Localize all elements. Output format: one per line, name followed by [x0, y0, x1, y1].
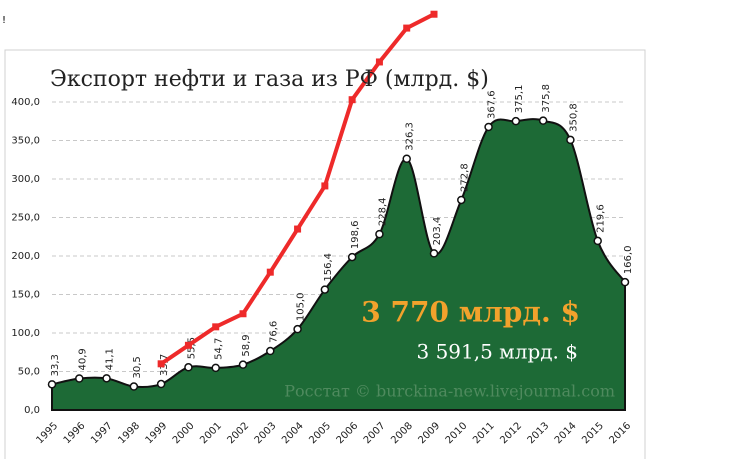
y-tick-label: 200,0 [11, 251, 40, 262]
point [102, 374, 111, 383]
data-label: 367,6 [487, 90, 498, 119]
chart-title: Экспорт нефти и газа из РФ (млрд. $) [50, 67, 489, 92]
point [402, 154, 411, 163]
point [375, 229, 384, 239]
point [293, 324, 302, 334]
data-label: 54,7 [214, 338, 225, 360]
corner-mark: ! [2, 15, 6, 26]
point [266, 346, 275, 356]
point [457, 195, 466, 205]
point [429, 249, 439, 258]
point [566, 135, 575, 145]
data-label: 375,8 [541, 84, 552, 113]
point [620, 277, 630, 287]
data-label: 375,1 [514, 85, 525, 114]
data-label: 166,0 [623, 246, 634, 275]
point [239, 310, 247, 318]
point [294, 225, 302, 233]
point [184, 363, 193, 372]
point [403, 24, 411, 32]
point [375, 58, 383, 66]
point [484, 122, 493, 132]
y-tick-label: 300,0 [11, 174, 40, 185]
point [593, 236, 602, 246]
point [511, 116, 521, 126]
data-label: 30,5 [132, 356, 143, 378]
data-label: 219,6 [596, 204, 607, 233]
point [156, 379, 166, 389]
data-label: 33,3 [50, 354, 61, 376]
data-label: 105,0 [296, 293, 307, 322]
point [348, 96, 356, 104]
point [266, 268, 274, 276]
point [347, 252, 357, 262]
data-label: 41,1 [105, 348, 116, 370]
point [238, 360, 248, 369]
data-label: 272,8 [459, 163, 470, 192]
point [430, 10, 438, 18]
point [320, 285, 330, 294]
point [211, 363, 220, 373]
point [47, 380, 57, 389]
y-tick-label: 100,0 [11, 328, 40, 339]
data-label: 350,8 [568, 103, 579, 132]
point [157, 360, 165, 368]
data-label: 156,4 [323, 253, 334, 282]
y-tick-label: 150,0 [11, 290, 40, 301]
data-label: 76,6 [268, 321, 279, 343]
y-tick-label: 50,0 [18, 367, 40, 378]
y-tick-label: 350,0 [11, 136, 40, 147]
point [184, 341, 192, 349]
point [321, 182, 329, 190]
annotation: 3 591,5 млрд. $ [416, 340, 578, 364]
annotation: 3 770 млрд. $ [361, 296, 580, 329]
point [75, 374, 84, 383]
data-label: 198,6 [350, 220, 361, 249]
watermark: Росстат © burckina-new.livejournal.com [284, 382, 615, 401]
point [129, 382, 139, 391]
data-label: 58,9 [241, 334, 252, 356]
y-tick-label: 250,0 [11, 213, 40, 224]
data-label: 203,4 [432, 217, 443, 246]
point [538, 116, 548, 125]
data-label: 326,3 [405, 122, 416, 151]
data-label: 228,4 [377, 197, 388, 226]
point [212, 323, 220, 331]
y-tick-label: 0,0 [24, 405, 40, 416]
y-tick-label: 400,0 [11, 97, 40, 108]
data-label: 40,9 [77, 348, 88, 370]
